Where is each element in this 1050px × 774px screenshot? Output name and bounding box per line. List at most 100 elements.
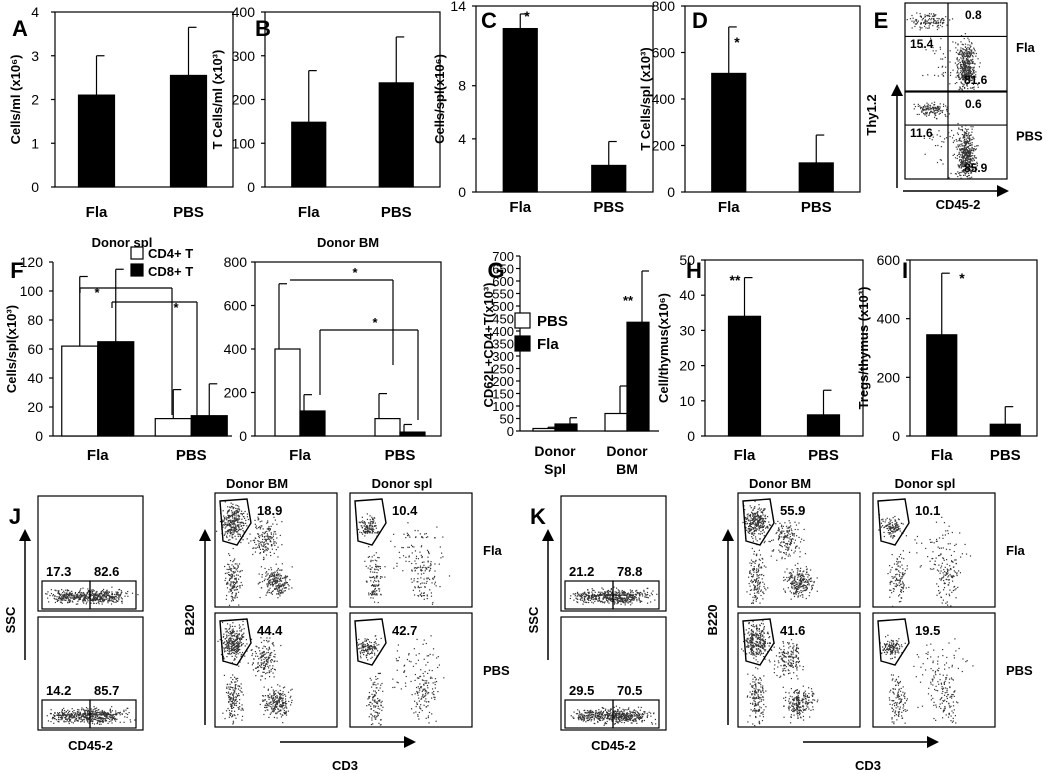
event-dot (964, 69, 966, 72)
event-dot (964, 160, 967, 162)
event-dot (238, 707, 240, 709)
event-dot (945, 66, 947, 68)
event-dot (426, 680, 428, 682)
event-dot (262, 548, 265, 551)
event-dot (924, 114, 926, 116)
event-dot (255, 652, 257, 655)
event-dot (921, 27, 923, 29)
event-dot (231, 531, 233, 534)
event-dot (377, 650, 379, 652)
event-dot (267, 660, 269, 662)
event-dot (241, 636, 244, 639)
event-dot (942, 75, 945, 77)
event-dot (374, 522, 376, 524)
event-dot (962, 56, 964, 59)
event-dot (420, 708, 422, 710)
event-dot (375, 718, 377, 720)
event-dot (234, 523, 236, 525)
event-dot (111, 592, 113, 595)
event-dot (236, 521, 239, 523)
event-dot (371, 647, 373, 649)
event-dot (104, 712, 107, 714)
event-dot (434, 683, 436, 686)
event-dot (925, 113, 927, 115)
event-dot (48, 601, 50, 603)
event-dot (251, 654, 253, 657)
event-dot (233, 506, 235, 509)
event-dot (242, 522, 244, 524)
event-dot (239, 529, 241, 531)
event-dot (942, 20, 944, 22)
event-dot (233, 650, 236, 652)
event-dot (962, 152, 964, 155)
event-dot (965, 65, 967, 67)
event-dot (231, 640, 234, 642)
event-dot (374, 584, 376, 586)
event-dot (279, 595, 281, 597)
event-dot (941, 111, 943, 113)
event-dot (969, 78, 971, 81)
event-dot (233, 526, 235, 528)
event-dot (362, 645, 365, 647)
event-dot (66, 593, 69, 596)
event-dot (268, 577, 270, 579)
event-dot (102, 588, 105, 591)
event-dot (233, 634, 235, 636)
event-dot (428, 669, 431, 671)
event-dot (958, 73, 960, 75)
event-dot (962, 76, 964, 78)
event-dot (384, 576, 386, 578)
event-dot (427, 701, 429, 703)
event-dot (958, 166, 961, 168)
event-dot (84, 596, 86, 598)
event-dot (934, 15, 936, 17)
event-dot (965, 125, 967, 127)
event-dot (936, 161, 939, 164)
event-dot (366, 705, 368, 707)
event-dot (407, 522, 409, 524)
event-dot (232, 678, 234, 681)
event-dot (271, 708, 273, 710)
event-dot (374, 593, 376, 595)
event-dot (267, 589, 269, 591)
event-dot (236, 512, 238, 514)
event-dot (268, 667, 270, 669)
event-dot (274, 582, 276, 585)
event-dot (85, 594, 87, 596)
event-dot (971, 73, 974, 76)
event-dot (932, 19, 935, 21)
event-dot (88, 595, 90, 597)
event-dot (228, 637, 231, 639)
event-dot (235, 504, 237, 506)
event-dot (961, 159, 963, 161)
event-dot (939, 24, 942, 26)
event-dot (269, 581, 271, 583)
event-dot (425, 717, 427, 719)
event-dot (371, 648, 373, 651)
event-dot (954, 62, 956, 64)
event-dot (237, 520, 239, 522)
event-dot (287, 583, 289, 586)
j-bcd3-dots (357, 513, 451, 605)
event-dot (964, 76, 966, 78)
event-dot (286, 581, 288, 584)
event-dot (284, 575, 287, 577)
event-dot (963, 75, 965, 77)
event-dot (84, 712, 87, 714)
event-dot (224, 647, 226, 649)
event-dot (973, 158, 975, 160)
event-dot (967, 161, 969, 163)
event-dot (100, 713, 102, 716)
event-dot (375, 593, 378, 595)
event-dot (237, 647, 239, 649)
event-dot (229, 523, 231, 526)
event-dot (916, 21, 919, 23)
event-dot (231, 648, 233, 650)
event-dot (237, 706, 239, 709)
event-dot (414, 693, 416, 695)
event-dot (84, 716, 87, 718)
event-dot (234, 687, 236, 689)
event-dot (966, 60, 969, 62)
event-dot (99, 720, 102, 722)
event-dot (362, 642, 364, 644)
